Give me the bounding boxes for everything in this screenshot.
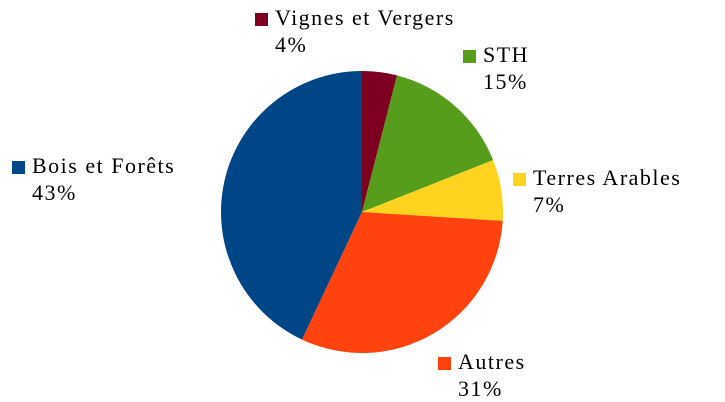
slice-label: Terres Arables — [533, 165, 681, 190]
legend-swatch — [12, 161, 25, 174]
legend-swatch — [255, 13, 268, 26]
slice-value-label: 31% — [458, 376, 503, 401]
legend-swatch — [463, 50, 476, 63]
pie-slice — [362, 160, 503, 221]
legend-swatch — [438, 357, 451, 370]
legend-swatch — [513, 173, 526, 186]
slice-value-label: 4% — [275, 32, 307, 57]
slice-value-label: 43% — [32, 180, 77, 205]
pie-slice — [362, 71, 398, 212]
pie-slice — [362, 75, 494, 212]
slice-label: STH — [483, 42, 529, 67]
slice-label: Bois et Forêts — [32, 153, 175, 178]
pie-slice — [220, 71, 362, 340]
slice-value-label: 7% — [533, 192, 565, 217]
slice-value-label: 15% — [483, 69, 528, 94]
slice-label: Autres — [458, 349, 526, 374]
pie-slice — [301, 212, 503, 353]
slice-label: Vignes et Vergers — [275, 5, 455, 30]
